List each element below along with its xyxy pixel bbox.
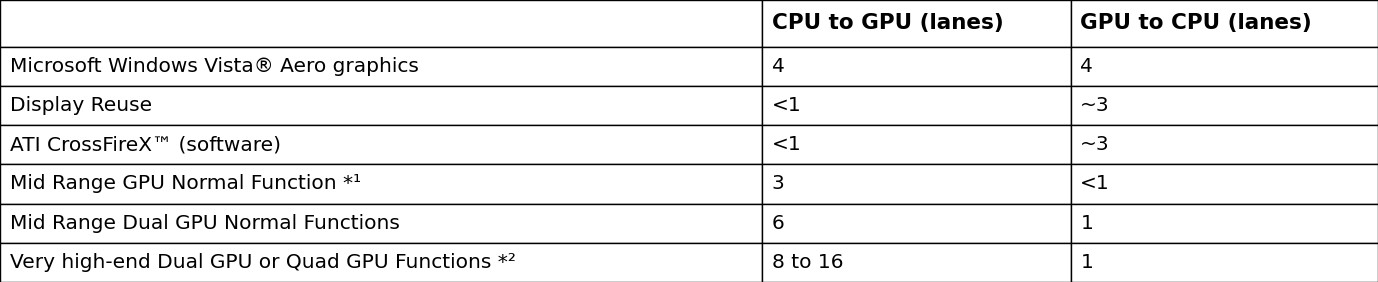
Text: <1: <1 — [1080, 174, 1111, 193]
Text: 3: 3 — [772, 174, 784, 193]
Text: Microsoft Windows Vista® Aero graphics: Microsoft Windows Vista® Aero graphics — [10, 57, 419, 76]
Bar — [762, 125, 1071, 164]
Bar — [1071, 164, 1378, 204]
Text: ATI CrossFireX™ (software): ATI CrossFireX™ (software) — [10, 135, 281, 154]
Text: 1: 1 — [1080, 214, 1093, 233]
Text: GPU to CPU (lanes): GPU to CPU (lanes) — [1080, 13, 1312, 33]
Text: <1: <1 — [772, 96, 802, 115]
Bar — [762, 164, 1071, 204]
Bar — [0, 47, 762, 86]
Text: Very high-end Dual GPU or Quad GPU Functions *²: Very high-end Dual GPU or Quad GPU Funct… — [10, 253, 515, 272]
Bar — [0, 243, 762, 282]
Bar — [1071, 0, 1378, 47]
Text: Display Reuse: Display Reuse — [10, 96, 152, 115]
Bar — [0, 0, 762, 47]
Text: 1: 1 — [1080, 253, 1093, 272]
Bar — [762, 0, 1071, 47]
Bar — [1071, 47, 1378, 86]
Text: ~3: ~3 — [1080, 135, 1109, 154]
Text: <1: <1 — [772, 135, 802, 154]
Text: 6: 6 — [772, 214, 784, 233]
Bar — [0, 164, 762, 204]
Bar — [1071, 204, 1378, 243]
Bar — [1071, 86, 1378, 125]
Text: Mid Range Dual GPU Normal Functions: Mid Range Dual GPU Normal Functions — [10, 214, 400, 233]
Text: 4: 4 — [1080, 57, 1093, 76]
Text: 8 to 16: 8 to 16 — [772, 253, 843, 272]
Bar — [0, 125, 762, 164]
Text: ~3: ~3 — [1080, 96, 1109, 115]
Bar — [762, 86, 1071, 125]
Bar — [762, 204, 1071, 243]
Bar — [1071, 125, 1378, 164]
Text: Mid Range GPU Normal Function *¹: Mid Range GPU Normal Function *¹ — [10, 174, 361, 193]
Bar — [762, 243, 1071, 282]
Bar — [0, 204, 762, 243]
Text: 4: 4 — [772, 57, 784, 76]
Bar — [1071, 243, 1378, 282]
Text: CPU to GPU (lanes): CPU to GPU (lanes) — [772, 13, 1003, 33]
Bar — [0, 86, 762, 125]
Bar — [762, 47, 1071, 86]
